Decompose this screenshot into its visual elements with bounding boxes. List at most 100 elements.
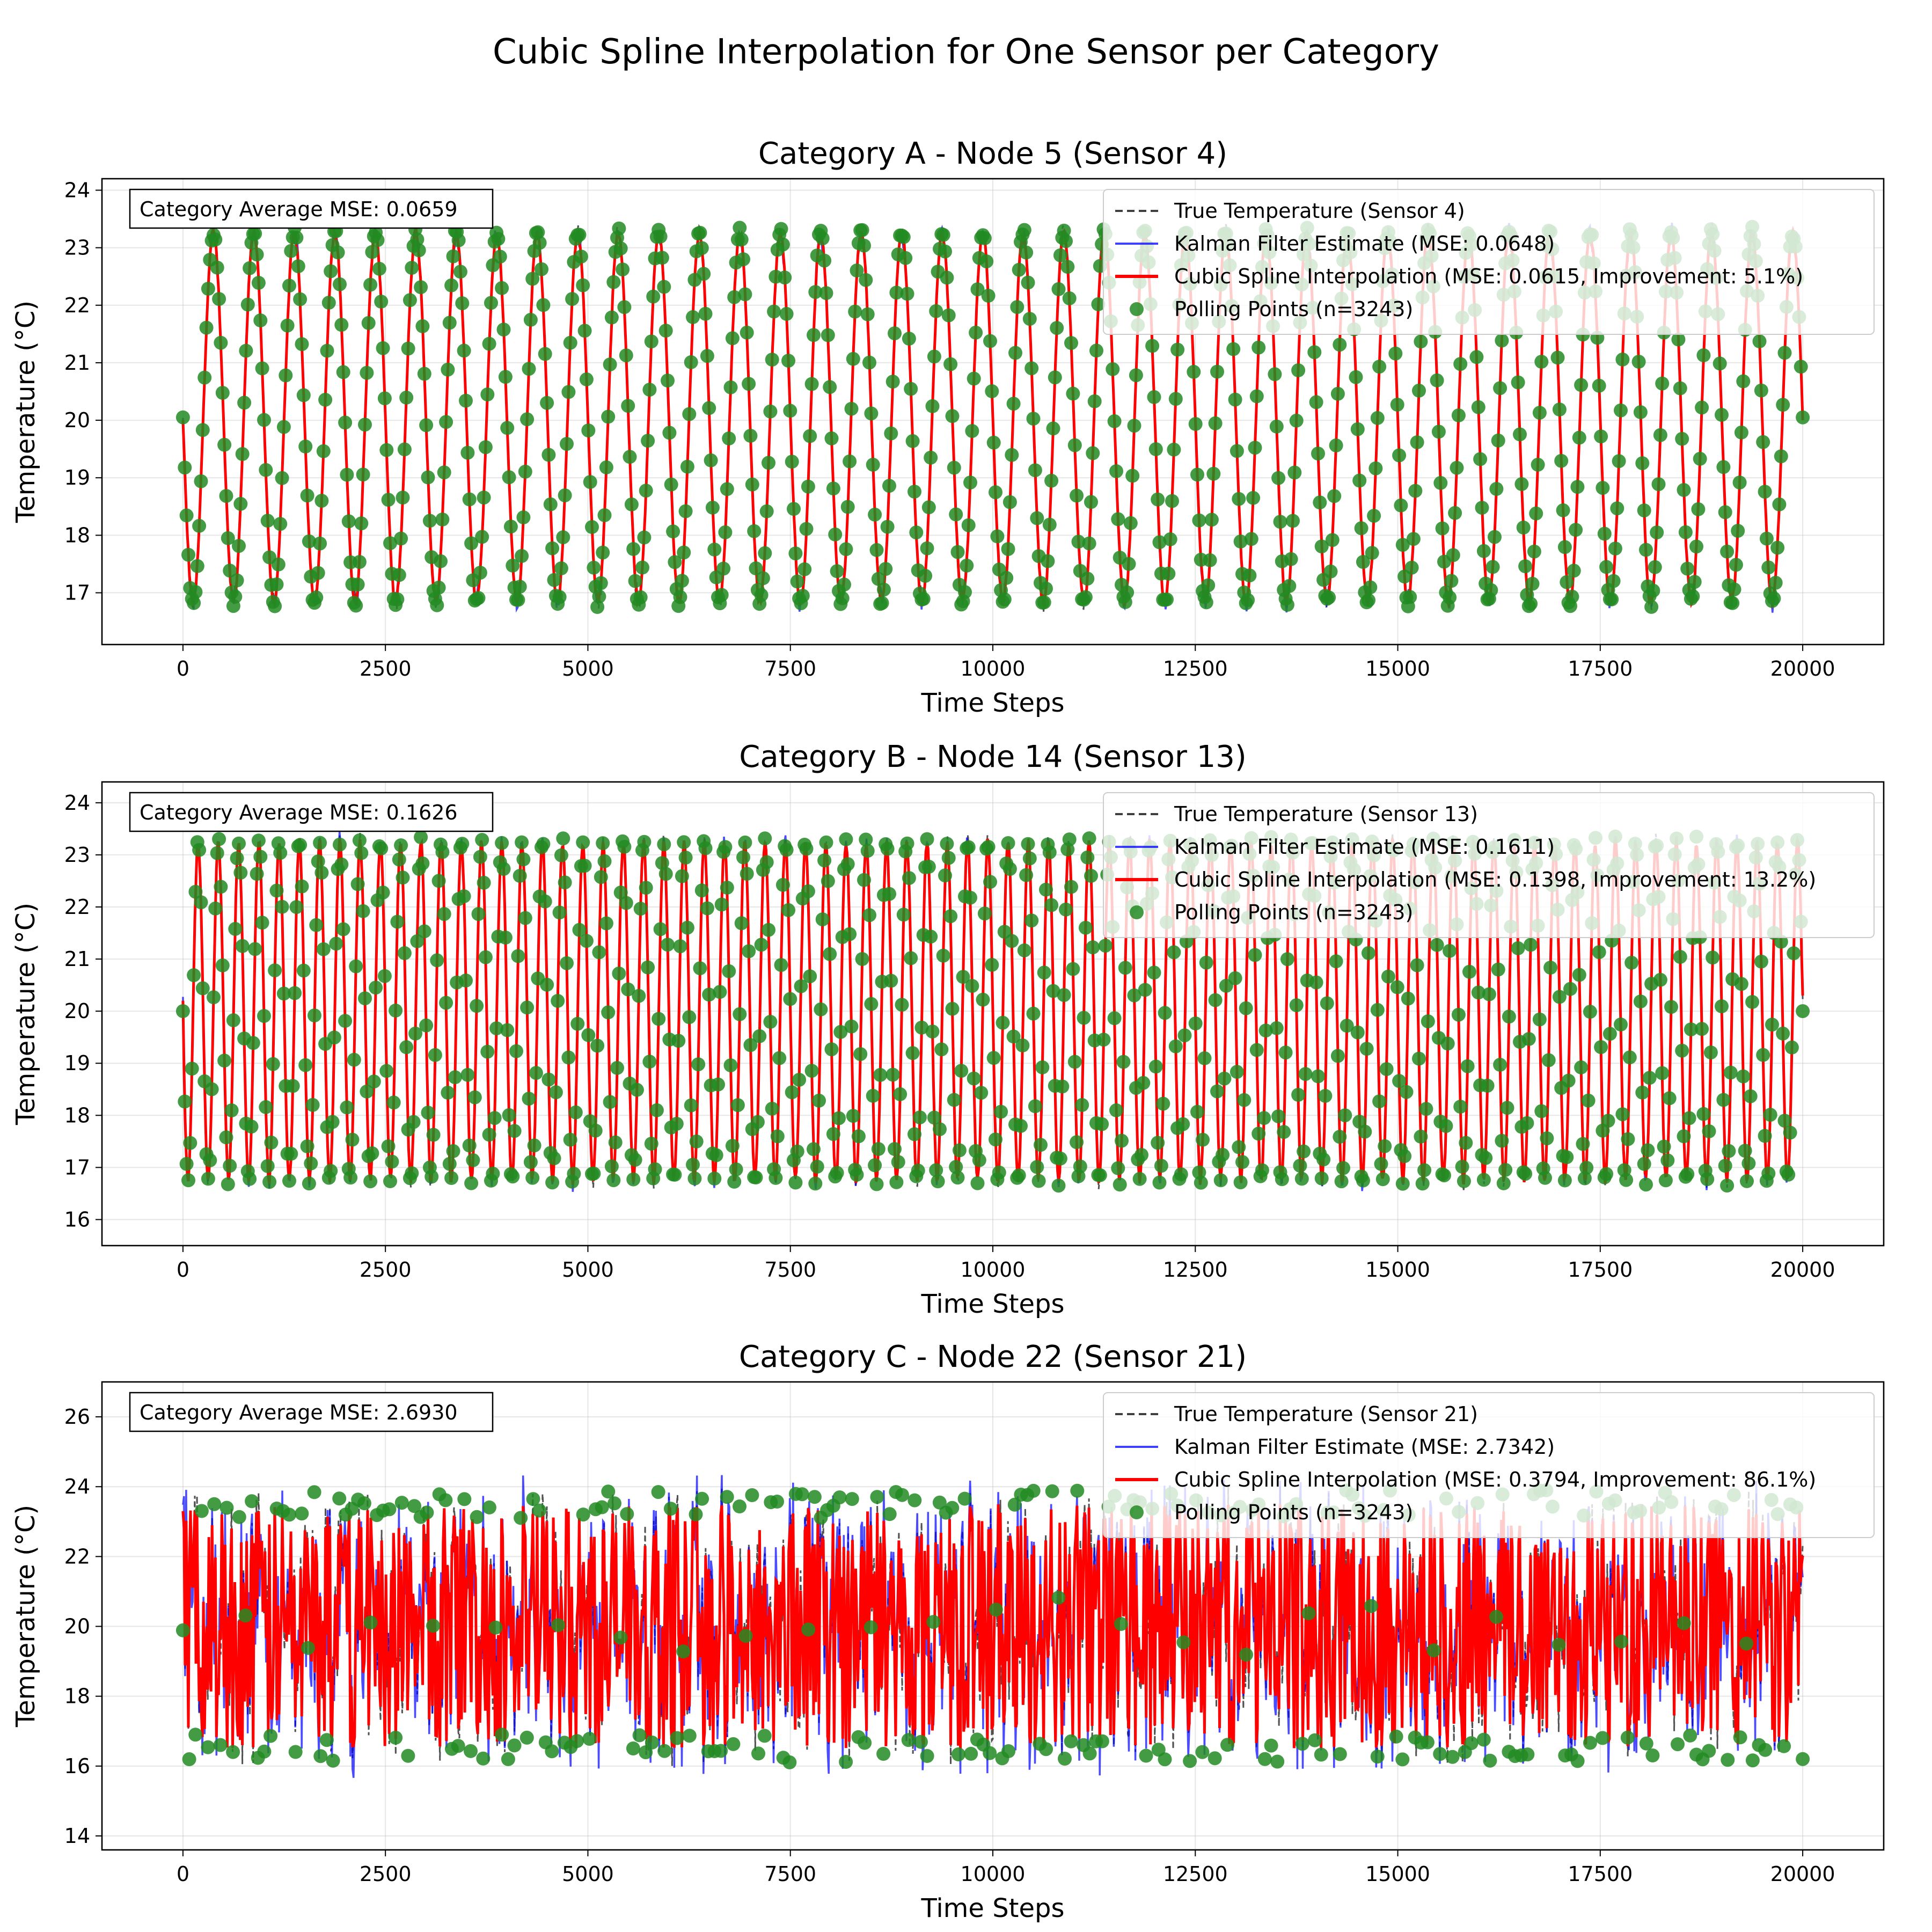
polling-point bbox=[1689, 539, 1703, 554]
polling-point bbox=[668, 1167, 682, 1182]
polling-point bbox=[1192, 513, 1206, 528]
polling-point bbox=[1599, 1167, 1614, 1181]
polling-point bbox=[1721, 1753, 1735, 1767]
polling-point bbox=[1693, 451, 1707, 466]
polling-point bbox=[459, 393, 473, 408]
polling-point bbox=[1116, 1055, 1131, 1069]
polling-point bbox=[1399, 1085, 1414, 1099]
polling-point bbox=[904, 382, 918, 396]
polling-point bbox=[1695, 1022, 1709, 1036]
polling-point bbox=[399, 1040, 414, 1055]
polling-point bbox=[1408, 484, 1423, 498]
polling-point bbox=[1329, 438, 1343, 452]
polling-point bbox=[1330, 1049, 1345, 1063]
polling-point bbox=[1675, 1043, 1689, 1058]
polling-point bbox=[1770, 540, 1785, 555]
polling-point bbox=[1524, 597, 1538, 611]
polling-point bbox=[356, 467, 370, 482]
polling-point bbox=[1414, 1129, 1428, 1144]
polling-point bbox=[1567, 564, 1581, 578]
polling-point bbox=[434, 554, 448, 568]
polling-point bbox=[778, 270, 792, 285]
polling-point bbox=[1350, 422, 1365, 436]
polling-point bbox=[1271, 471, 1286, 485]
polling-point bbox=[657, 280, 671, 294]
polling-point bbox=[1516, 521, 1531, 535]
polling-point bbox=[882, 1507, 897, 1521]
polling-point bbox=[596, 836, 610, 851]
polling-point bbox=[301, 1641, 315, 1655]
polling-point bbox=[1653, 428, 1667, 442]
polling-point bbox=[1583, 1736, 1597, 1750]
polling-point bbox=[1471, 400, 1485, 414]
polling-point bbox=[1430, 373, 1444, 387]
polling-point bbox=[961, 518, 976, 532]
polling-point bbox=[1147, 390, 1161, 404]
polling-point bbox=[843, 454, 857, 469]
polling-point bbox=[801, 884, 815, 898]
polling-point bbox=[1118, 961, 1132, 975]
polling-point bbox=[1776, 398, 1790, 412]
polling-point bbox=[386, 1095, 401, 1110]
polling-point bbox=[560, 956, 574, 970]
polling-point bbox=[658, 324, 673, 338]
polling-point bbox=[1421, 1014, 1435, 1029]
polling-point bbox=[1556, 503, 1570, 517]
polling-point bbox=[476, 1751, 491, 1766]
polling-point bbox=[1599, 560, 1614, 574]
legend-box bbox=[1103, 189, 1875, 335]
polling-point bbox=[276, 420, 291, 434]
polling-point bbox=[511, 949, 525, 963]
legend-box bbox=[1103, 792, 1875, 938]
polling-point bbox=[848, 304, 862, 319]
polling-point bbox=[925, 1024, 940, 1039]
polling-point bbox=[644, 1137, 658, 1151]
polling-point bbox=[582, 1732, 597, 1746]
polling-point bbox=[1206, 466, 1221, 481]
polling-point bbox=[1662, 1091, 1677, 1106]
polling-point bbox=[1333, 338, 1347, 352]
polling-point bbox=[451, 233, 466, 247]
polling-point bbox=[774, 958, 788, 972]
polling-point bbox=[1070, 1483, 1085, 1498]
polling-point bbox=[1453, 1100, 1468, 1114]
polling-point bbox=[1658, 1173, 1673, 1188]
polling-point bbox=[276, 986, 291, 1001]
polling-point bbox=[1062, 291, 1077, 305]
polling-point bbox=[516, 510, 531, 524]
polling-point bbox=[576, 835, 590, 850]
polling-point bbox=[282, 1507, 296, 1522]
legend-label: Cubic Spline Interpolation (MSE: 0.3794,… bbox=[1174, 1468, 1816, 1491]
polling-point bbox=[1316, 1152, 1331, 1167]
polling-point bbox=[175, 1004, 190, 1019]
polling-point bbox=[214, 880, 228, 894]
polling-point bbox=[1471, 985, 1485, 1000]
polling-point bbox=[1392, 1074, 1407, 1088]
polling-point bbox=[1269, 1021, 1284, 1035]
polling-point bbox=[742, 377, 756, 391]
polling-point bbox=[257, 1009, 271, 1023]
polling-point bbox=[958, 585, 972, 599]
polling-point bbox=[880, 841, 895, 856]
polling-point bbox=[347, 1052, 361, 1067]
polling-point bbox=[985, 957, 999, 972]
panel-title: Category C - Node 22 (Sensor 21) bbox=[739, 1340, 1247, 1374]
polling-point bbox=[246, 1036, 260, 1050]
polling-point bbox=[851, 1129, 866, 1144]
polling-point bbox=[1111, 512, 1125, 526]
polling-point bbox=[349, 598, 363, 613]
polling-point bbox=[397, 946, 412, 960]
polling-point bbox=[913, 1110, 927, 1125]
polling-point bbox=[1031, 1174, 1046, 1188]
polling-point bbox=[945, 1501, 960, 1515]
polling-point bbox=[1197, 1051, 1212, 1065]
polling-point bbox=[876, 1747, 891, 1761]
polling-point bbox=[1338, 1108, 1352, 1123]
polling-point bbox=[1642, 1071, 1657, 1085]
polling-point bbox=[1462, 964, 1476, 979]
polling-point bbox=[1030, 1160, 1044, 1174]
polling-point bbox=[882, 479, 896, 493]
polling-point bbox=[1727, 582, 1741, 597]
polling-point bbox=[1433, 475, 1448, 490]
polling-point bbox=[1633, 405, 1648, 419]
